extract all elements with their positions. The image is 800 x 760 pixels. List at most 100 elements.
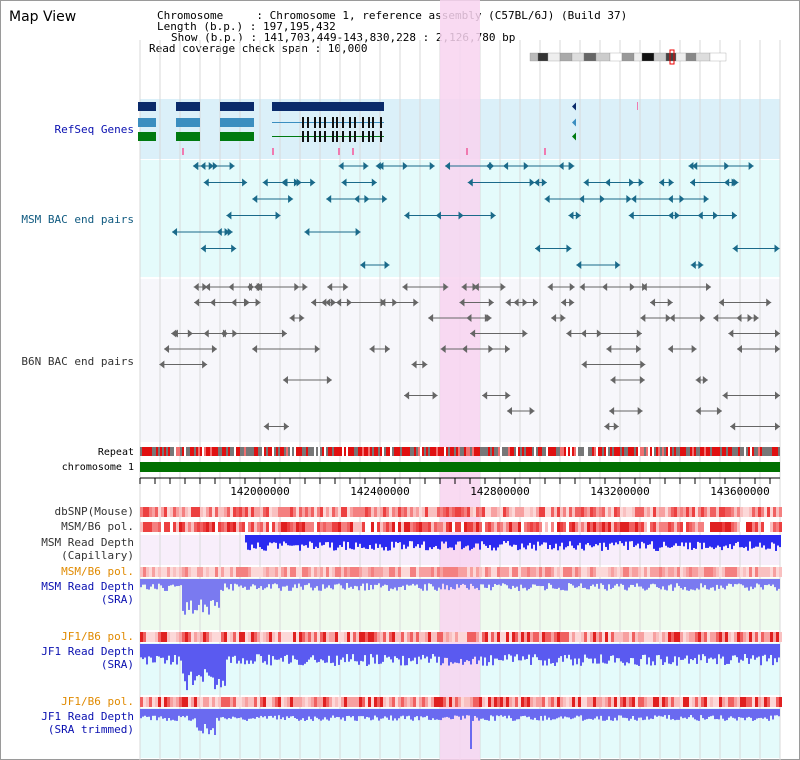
ideogram-band [537, 52, 549, 62]
depth-bar [492, 709, 494, 717]
heat-cell [662, 522, 665, 532]
depth-bar [552, 709, 554, 720]
depth-bar [359, 535, 361, 544]
depth-bar [532, 579, 534, 585]
depth-bar [186, 579, 188, 603]
heat-cell [272, 522, 275, 532]
heat-cell [512, 522, 515, 532]
depth-bar [604, 709, 606, 721]
repeat-mark [422, 447, 424, 456]
depth-bar [400, 579, 402, 587]
depth-bar [247, 535, 249, 550]
depth-bar [498, 709, 500, 717]
heat-cell [359, 522, 362, 532]
heat-cell [602, 697, 605, 707]
depth-bar [598, 709, 600, 720]
depth-bar [507, 535, 509, 542]
heat-cell [458, 522, 461, 532]
depth-bar [634, 644, 636, 665]
heat-cell [734, 507, 737, 517]
depth-bar [671, 535, 673, 548]
heat-cell [215, 567, 218, 577]
heat-cell [518, 567, 521, 577]
depth-bar [276, 644, 278, 660]
repeat-mark [434, 447, 436, 456]
repeat-mark [166, 447, 168, 456]
depth-bar [360, 709, 362, 717]
depth-bar [629, 535, 631, 542]
gene-exon [302, 131, 304, 142]
heat-cell [458, 697, 461, 707]
gene-exon [138, 132, 156, 141]
heat-cell [197, 567, 200, 577]
depth-bar [643, 535, 645, 544]
depth-bar [208, 644, 210, 676]
depth-bar [618, 644, 620, 659]
heat-cell [506, 522, 509, 532]
heat-cell [314, 522, 317, 532]
repeat-mark [590, 447, 592, 456]
depth-bar [282, 644, 284, 662]
depth-bar [628, 579, 630, 588]
heat-cell [743, 567, 746, 577]
depth-bar [766, 709, 768, 719]
depth-bar [635, 535, 637, 546]
depth-bar [378, 644, 380, 665]
heat-cell [647, 522, 650, 532]
heat-cell [494, 507, 497, 517]
heat-cell [713, 522, 716, 532]
depth-bar [693, 535, 695, 548]
heat-cell [251, 507, 254, 517]
repeat-mark [388, 447, 390, 456]
depth-bar [372, 644, 374, 658]
heat-cell [224, 697, 227, 707]
depth-bar [144, 579, 146, 585]
depth-bar [746, 644, 748, 658]
heat-cell [440, 632, 443, 642]
depth-bar [240, 644, 242, 664]
heat-cell [410, 632, 413, 642]
heat-cell [497, 507, 500, 517]
depth-bar [346, 644, 348, 655]
heat-cell [221, 697, 224, 707]
depth-bar [446, 579, 448, 586]
depth-bar [703, 535, 705, 543]
depth-bar [718, 579, 720, 589]
heat-cell [170, 697, 173, 707]
depth-bar [386, 644, 388, 658]
heat-cell [158, 507, 161, 517]
repeat-mark [778, 447, 780, 456]
repeat-mark [332, 447, 334, 456]
depth-bar [458, 709, 460, 717]
depth-bar [730, 579, 732, 585]
depth-bar [676, 644, 678, 666]
depth-bar [638, 644, 640, 666]
heat-cell [482, 567, 485, 577]
depth-bar [636, 709, 638, 721]
depth-bar [434, 709, 436, 720]
repeat-mark [484, 447, 486, 456]
depth-bar [202, 579, 204, 613]
heat-cell [371, 507, 374, 517]
depth-bar [725, 535, 727, 546]
heat-cell [524, 522, 527, 532]
depth-bar [156, 579, 158, 590]
depth-bar [380, 644, 382, 664]
depth-bar [561, 535, 563, 543]
heat-cell [566, 507, 569, 517]
depth-bar [527, 535, 529, 546]
repeat-mark [242, 447, 244, 456]
repeat-mark [154, 447, 156, 456]
depth-bar [744, 644, 746, 655]
heat-cell [728, 697, 731, 707]
repeat-mark [646, 447, 648, 456]
depth-bar [572, 579, 574, 586]
depth-bar [260, 579, 262, 587]
heat-cell [191, 507, 194, 517]
depth-bar [583, 535, 585, 551]
repeat-mark [394, 447, 396, 456]
heat-cell [185, 507, 188, 517]
repeat-mark [532, 447, 534, 456]
depth-bar [342, 709, 344, 718]
